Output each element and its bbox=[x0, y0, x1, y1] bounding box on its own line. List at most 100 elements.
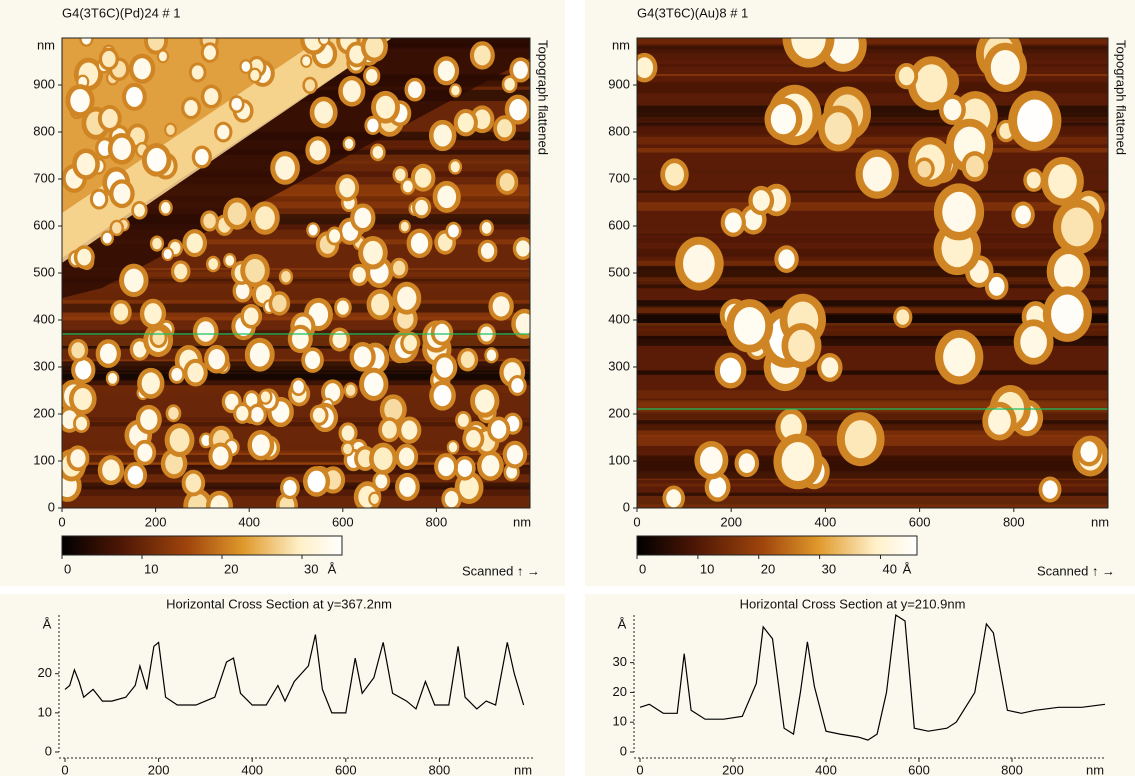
particle bbox=[384, 398, 403, 421]
particle bbox=[373, 447, 393, 470]
colorbar-tick-label: 0 bbox=[64, 561, 71, 576]
y-tick-label: 200 bbox=[33, 405, 55, 420]
particle bbox=[324, 383, 341, 402]
particle bbox=[197, 321, 215, 342]
particle bbox=[231, 97, 242, 111]
particle bbox=[171, 367, 183, 382]
image-title: G4(3T6C)(Pd)24 # 1 bbox=[62, 5, 181, 20]
particle bbox=[99, 343, 117, 364]
particle bbox=[272, 294, 287, 313]
scan-streak bbox=[637, 206, 1108, 210]
y-tick-label: 100 bbox=[33, 452, 55, 467]
particle bbox=[337, 300, 349, 315]
particle bbox=[401, 420, 418, 440]
particle bbox=[307, 470, 326, 493]
particle bbox=[255, 284, 272, 304]
particle bbox=[437, 185, 457, 209]
particle bbox=[70, 449, 86, 468]
x-unit: nm bbox=[1086, 762, 1104, 776]
particle bbox=[480, 243, 495, 259]
particle bbox=[752, 190, 770, 211]
particle bbox=[781, 441, 815, 482]
y-tick-label: 800 bbox=[608, 123, 630, 138]
particle bbox=[1080, 441, 1098, 463]
particle bbox=[481, 454, 500, 477]
particle bbox=[466, 430, 481, 448]
scan-streak bbox=[637, 105, 1108, 118]
particle bbox=[111, 222, 122, 234]
particle bbox=[942, 191, 976, 233]
x-tick-label: 200 bbox=[720, 514, 742, 529]
x-tick-label: 400 bbox=[815, 762, 837, 776]
particle bbox=[1017, 99, 1053, 143]
particle bbox=[141, 372, 160, 395]
scan-streak bbox=[62, 373, 530, 381]
particle bbox=[844, 420, 877, 459]
particle bbox=[896, 309, 910, 325]
particle bbox=[113, 183, 131, 204]
particle bbox=[225, 255, 235, 266]
particle bbox=[460, 351, 475, 368]
y-tick-label: 20 bbox=[38, 665, 52, 680]
particle bbox=[75, 416, 88, 431]
particle bbox=[201, 434, 211, 446]
particle bbox=[515, 313, 530, 335]
particle bbox=[305, 350, 321, 370]
particle bbox=[1020, 326, 1047, 359]
scan-streak bbox=[62, 443, 530, 452]
particle bbox=[1015, 205, 1031, 225]
y-tick-label: 0 bbox=[48, 499, 55, 514]
colorbar-tick-label: 40 bbox=[882, 561, 896, 576]
particle bbox=[988, 407, 1011, 435]
particle bbox=[459, 476, 479, 500]
particle bbox=[496, 119, 513, 138]
particle bbox=[210, 495, 229, 508]
particle bbox=[400, 221, 409, 232]
particle bbox=[516, 240, 530, 257]
scan-streak bbox=[637, 472, 1108, 479]
y-tick-label: 400 bbox=[33, 311, 55, 326]
chart-title: Horizontal Cross Section at y=367.2nm bbox=[166, 596, 392, 611]
particle bbox=[203, 45, 216, 60]
colorbar-tick-label: 10 bbox=[144, 561, 158, 576]
scan-streak bbox=[637, 314, 1108, 326]
scan-streak bbox=[637, 370, 1108, 375]
y-tick-label: 100 bbox=[608, 452, 630, 467]
y-tick-label: 700 bbox=[33, 170, 55, 185]
scan-streak bbox=[62, 213, 530, 225]
scan-streak bbox=[637, 390, 1108, 399]
particle bbox=[1048, 164, 1077, 199]
panel bbox=[0, 594, 565, 776]
x-unit: nm bbox=[514, 762, 532, 776]
particle bbox=[304, 79, 316, 92]
particle bbox=[708, 476, 727, 498]
particle bbox=[436, 357, 454, 378]
particle bbox=[365, 38, 384, 58]
particle bbox=[341, 425, 355, 441]
particle bbox=[249, 342, 270, 367]
particle bbox=[399, 477, 416, 497]
scan-streak bbox=[62, 199, 530, 209]
particle bbox=[174, 263, 188, 280]
particle bbox=[281, 270, 291, 283]
y-tick-label: 10 bbox=[38, 704, 52, 719]
particle bbox=[168, 406, 179, 420]
particle bbox=[700, 446, 723, 474]
particle bbox=[724, 212, 742, 233]
stm-image bbox=[637, 38, 1108, 508]
y-tick-label: 600 bbox=[33, 217, 55, 232]
scan-streak bbox=[637, 266, 1108, 278]
particle bbox=[1042, 480, 1058, 499]
scan-streak bbox=[637, 237, 1108, 243]
particle bbox=[862, 156, 892, 192]
colorbar-tick-label: 20 bbox=[224, 561, 238, 576]
particle bbox=[393, 260, 406, 276]
particle bbox=[314, 101, 333, 124]
particle bbox=[363, 240, 383, 265]
colorbar-tick-label: 30 bbox=[822, 561, 836, 576]
particle bbox=[137, 443, 153, 462]
particle bbox=[917, 160, 932, 178]
y-unit: Å bbox=[43, 616, 52, 631]
scan-streak bbox=[637, 260, 1108, 266]
